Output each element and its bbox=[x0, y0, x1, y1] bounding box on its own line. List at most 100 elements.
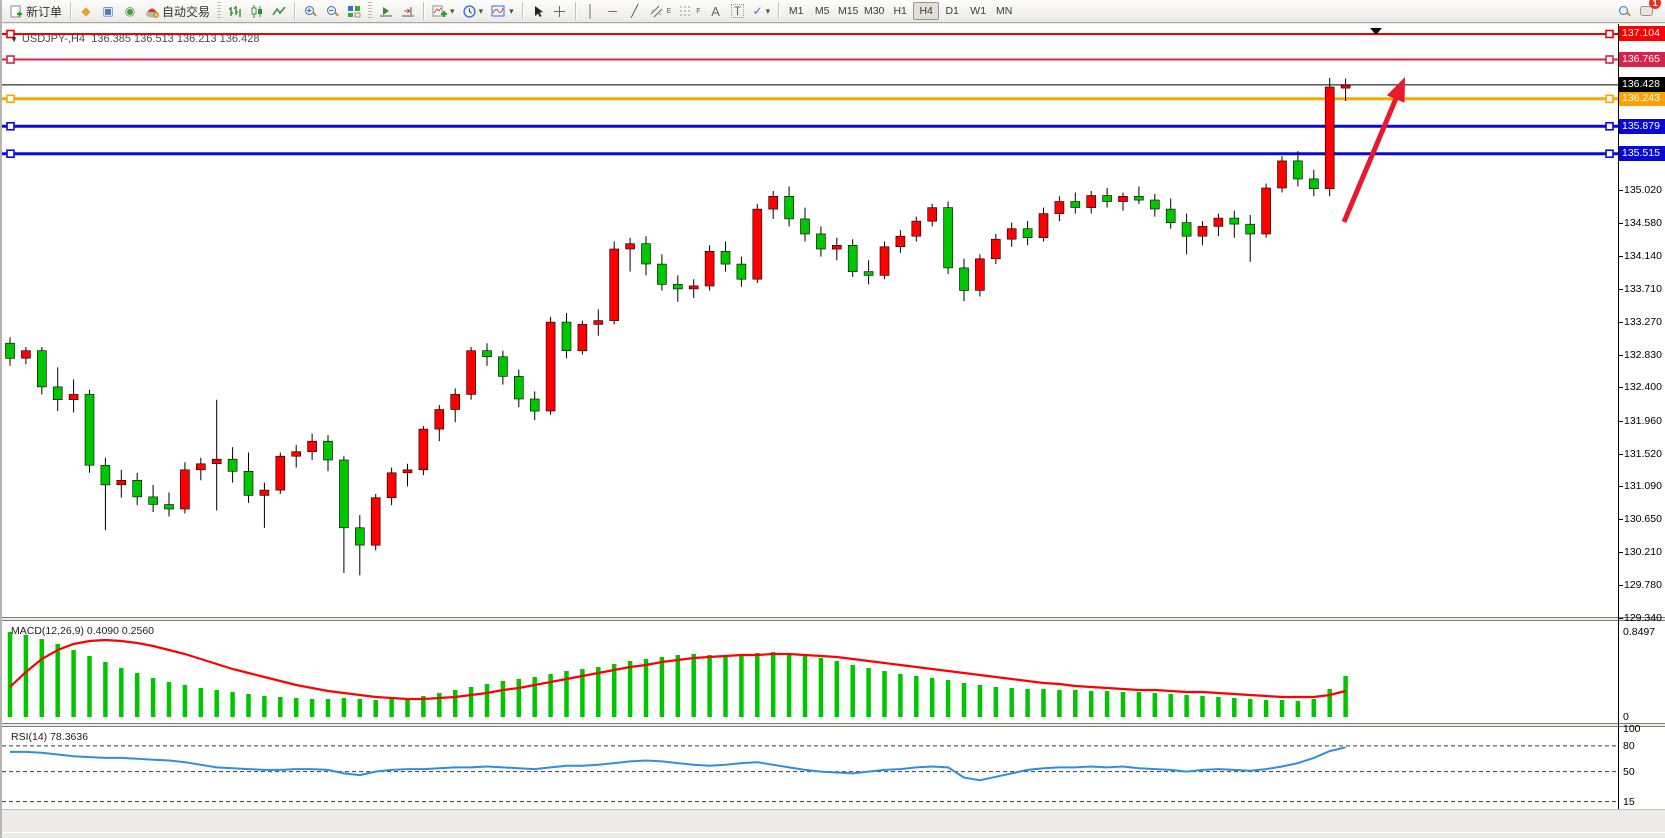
macd-axis-value: 0 bbox=[1623, 711, 1629, 723]
candle-body-down bbox=[513, 376, 524, 400]
macd-signal-line bbox=[9, 638, 1346, 701]
rsi-line bbox=[10, 746, 1346, 782]
hline-handle[interactable] bbox=[1605, 29, 1614, 39]
text-icon: A bbox=[711, 3, 720, 19]
hline-handle[interactable] bbox=[1605, 149, 1614, 158]
auto-trading-button[interactable]: 自动交易 bbox=[141, 1, 214, 21]
hline-center-handle[interactable] bbox=[1370, 28, 1382, 35]
hline-handle[interactable] bbox=[6, 29, 15, 39]
timeframe-m30[interactable]: M30 bbox=[863, 5, 885, 17]
candle-body-up bbox=[831, 245, 842, 250]
price-tick-label: 129.780 bbox=[1618, 579, 1662, 591]
symbol-timeframe-title: USDJPY-,H4 bbox=[21, 33, 86, 45]
candle-body-down bbox=[863, 271, 874, 276]
hline-handle[interactable] bbox=[6, 94, 15, 104]
hline-handle[interactable] bbox=[6, 55, 15, 64]
candle-body-up bbox=[625, 243, 635, 250]
candle-body-down bbox=[1245, 223, 1255, 235]
candle-body-down bbox=[132, 479, 142, 498]
trend-arrow-shaft[interactable] bbox=[1341, 98, 1399, 223]
timeframe-m5[interactable]: M5 bbox=[814, 5, 830, 17]
timeframe-h4[interactable]: H4 bbox=[913, 2, 940, 20]
notifications-button[interactable]: 1 bbox=[1635, 0, 1661, 21]
price-tick-label: 129.340 bbox=[1618, 612, 1662, 624]
trendline-tool[interactable]: ╱ bbox=[624, 1, 646, 21]
candle-body-up bbox=[116, 479, 127, 486]
zoom-in-button[interactable]: + bbox=[299, 1, 321, 21]
macd-pane[interactable] bbox=[2, 622, 1618, 722]
tile-windows-button[interactable] bbox=[343, 1, 365, 21]
templates-button[interactable]: ▾ bbox=[487, 1, 518, 21]
vertical-line-tool[interactable]: │ bbox=[580, 1, 602, 21]
fibonacci-tool[interactable]: F bbox=[675, 1, 704, 21]
candle-body-down bbox=[1165, 208, 1176, 224]
candle-body-down bbox=[1134, 196, 1144, 201]
collapse-marker-icon[interactable]: ▼ bbox=[10, 35, 18, 44]
rsi-pane[interactable] bbox=[2, 728, 1618, 812]
chart-shift-button[interactable] bbox=[397, 1, 419, 21]
trend-arrow-head[interactable] bbox=[1386, 77, 1405, 103]
cursor-tool-button[interactable] bbox=[527, 1, 549, 21]
data-window-button[interactable]: ▣ bbox=[97, 1, 119, 21]
pane-splitter-macd[interactable] bbox=[2, 617, 1665, 621]
candle-body-up bbox=[609, 248, 620, 321]
crosshair-tool-button[interactable] bbox=[549, 1, 571, 21]
line-chart-button[interactable] bbox=[268, 1, 290, 21]
arrows-tool[interactable]: ✓ ▾ bbox=[749, 1, 775, 21]
signals-button[interactable]: ◉ bbox=[119, 1, 141, 21]
hline-handle[interactable] bbox=[1605, 94, 1614, 104]
candle-body-down bbox=[1181, 222, 1192, 237]
search-button[interactable] bbox=[1613, 1, 1635, 21]
pane-splitter-rsi[interactable] bbox=[2, 723, 1665, 727]
line-chart-icon bbox=[272, 6, 286, 15]
periods-button[interactable]: ▾ bbox=[459, 1, 488, 21]
candle-body-up bbox=[291, 451, 302, 457]
auto-trading-icon bbox=[146, 8, 159, 18]
timeframe-m1[interactable]: M1 bbox=[788, 5, 804, 17]
candle-body-down bbox=[529, 398, 540, 412]
toolbar-separator bbox=[70, 2, 72, 20]
chart-canvas[interactable]: ▼ USDJPY-,H4 136.385 136.513 136.213 136.… bbox=[2, 24, 1665, 833]
text-label-tool[interactable]: T bbox=[727, 1, 749, 21]
candle-body-down bbox=[1022, 228, 1033, 238]
zoom-in-icon: + bbox=[304, 5, 316, 17]
price-pane[interactable] bbox=[2, 24, 1618, 618]
rsi-axis-value: 50 bbox=[1623, 766, 1635, 778]
price-tick-label: 131.090 bbox=[1618, 480, 1662, 492]
indicators-button[interactable]: ▾ bbox=[428, 1, 459, 21]
new-order-button[interactable]: 新订单 bbox=[6, 1, 66, 21]
candle-body-down bbox=[243, 470, 254, 496]
price-tick-label: 134.140 bbox=[1618, 250, 1662, 262]
auto-scroll-button[interactable] bbox=[375, 1, 397, 21]
candle-body-down bbox=[657, 263, 667, 285]
candle-body-up bbox=[577, 324, 588, 352]
candle-body-down bbox=[1150, 199, 1160, 210]
candle-body-up bbox=[1054, 201, 1065, 214]
timeframe-w1[interactable]: W1 bbox=[970, 5, 987, 17]
zoom-out-icon: − bbox=[326, 5, 338, 17]
candle-body-down bbox=[339, 459, 349, 529]
text-tool[interactable]: A bbox=[705, 1, 727, 21]
hline-handle[interactable] bbox=[6, 149, 15, 158]
candle-body-up bbox=[21, 350, 31, 359]
hline-handle[interactable] bbox=[6, 122, 15, 131]
timeframe-d1[interactable]: D1 bbox=[945, 5, 959, 17]
bar-chart-button[interactable] bbox=[224, 1, 246, 21]
market-watch-button[interactable]: ◆ bbox=[75, 1, 97, 21]
timeframe-h1[interactable]: H1 bbox=[893, 5, 907, 17]
candle-body-up bbox=[196, 463, 206, 471]
candle-body-down bbox=[1309, 178, 1319, 189]
price-tick-label: 135.020 bbox=[1618, 184, 1662, 196]
candle-body-up bbox=[307, 440, 317, 453]
candle-body-down bbox=[943, 207, 953, 269]
hline-handle[interactable] bbox=[1605, 122, 1614, 131]
channel-tool[interactable]: E bbox=[646, 1, 676, 21]
candle-body-up bbox=[879, 246, 890, 276]
toolbar-grip bbox=[368, 2, 373, 20]
timeframe-mn[interactable]: MN bbox=[996, 5, 1013, 17]
candlestick-chart-button[interactable] bbox=[246, 1, 268, 21]
hline-handle[interactable] bbox=[1605, 55, 1614, 64]
timeframe-m15[interactable]: M15 bbox=[837, 5, 859, 17]
zoom-out-button[interactable]: − bbox=[321, 1, 343, 21]
horizontal-line-tool[interactable]: ─ bbox=[602, 1, 624, 21]
